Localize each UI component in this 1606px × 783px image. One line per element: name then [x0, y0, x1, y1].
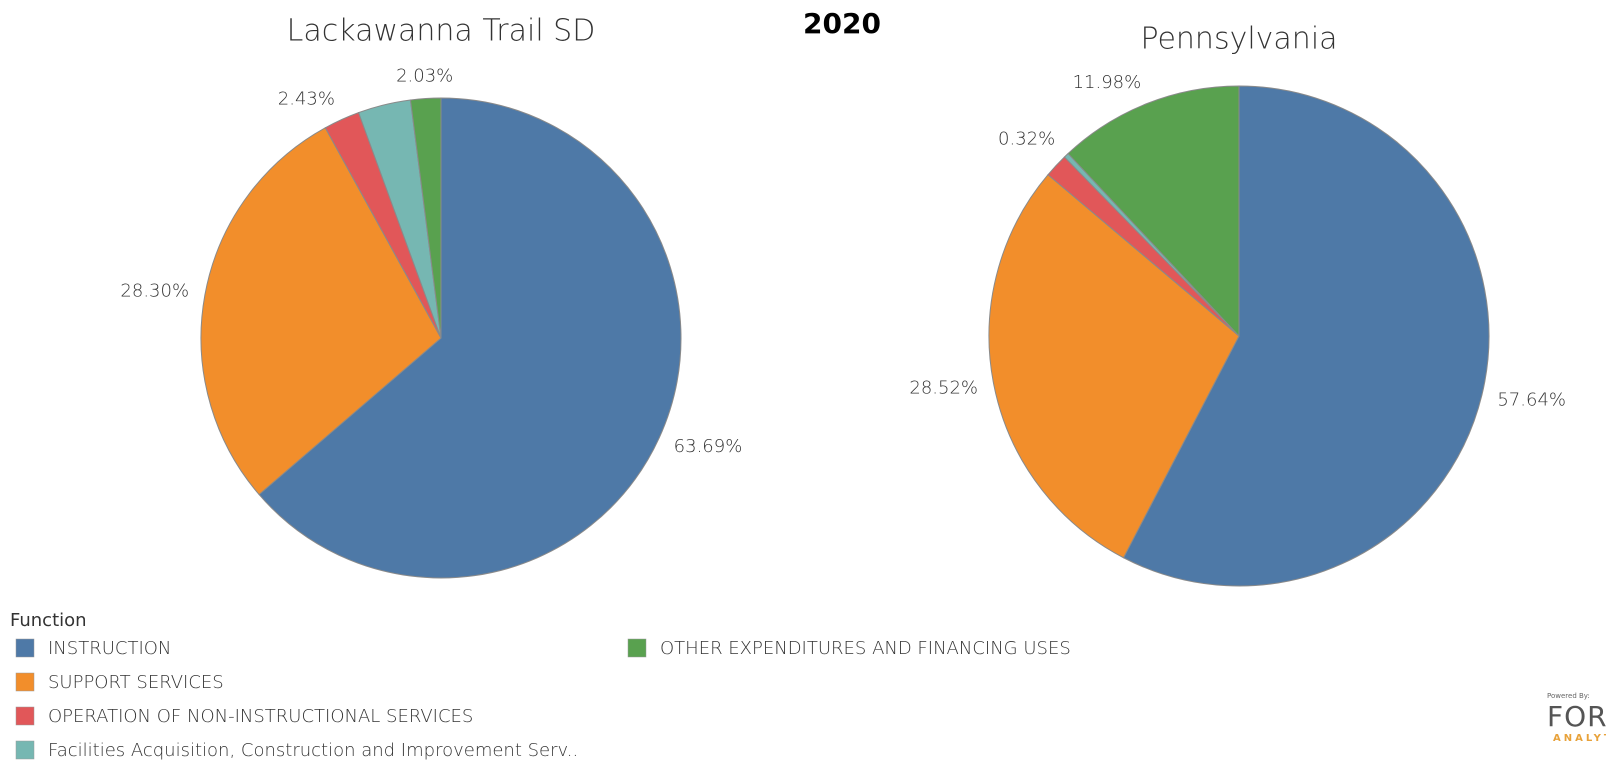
- pie-slice: [258, 97, 682, 579]
- legend-label: Facilities Acquisition, Construction and…: [48, 740, 578, 761]
- legend-label: OTHER EXPENDITURES AND FINANCING USES: [660, 638, 1071, 659]
- legend-swatch: [15, 672, 35, 692]
- data-label: 28.30%: [120, 280, 189, 301]
- logo-sub: ANALYTICS: [1553, 733, 1606, 744]
- page-title: 2020: [803, 7, 881, 40]
- pie-slice: [200, 127, 442, 496]
- data-label: 63.69%: [674, 436, 743, 457]
- pie-slice: [409, 97, 442, 339]
- legend-label: INSTRUCTION: [48, 638, 171, 659]
- pie-slice: [1067, 85, 1240, 338]
- data-label: 28.52%: [909, 378, 978, 399]
- logo: Powered By: FORECA ANALYTICS: [1547, 692, 1606, 744]
- data-label: 2.43%: [278, 89, 335, 110]
- data-label: 0.32%: [998, 128, 1055, 149]
- legend-swatch: [15, 706, 35, 726]
- legend-label: OPERATION OF NON-INSTRUCTIONAL SERVICES: [48, 706, 473, 727]
- legend-swatch: [627, 638, 647, 658]
- data-label: 57.64%: [1497, 390, 1566, 411]
- legend-title: Function: [10, 610, 87, 631]
- pie-slice: [1122, 85, 1490, 587]
- legend-label: SUPPORT SERVICES: [48, 672, 224, 693]
- data-label: 2.03%: [396, 66, 453, 87]
- pie-slice: [988, 174, 1240, 559]
- chart-title: Pennsylvania: [1140, 22, 1337, 57]
- data-label: 11.98%: [1073, 72, 1142, 93]
- logo-name: FORECA: [1547, 700, 1606, 733]
- legend-swatch: [15, 638, 35, 658]
- logo-small: Powered By:: [1547, 692, 1590, 700]
- chart-title: Lackawanna Trail SD: [287, 14, 596, 49]
- legend-swatch: [15, 740, 35, 760]
